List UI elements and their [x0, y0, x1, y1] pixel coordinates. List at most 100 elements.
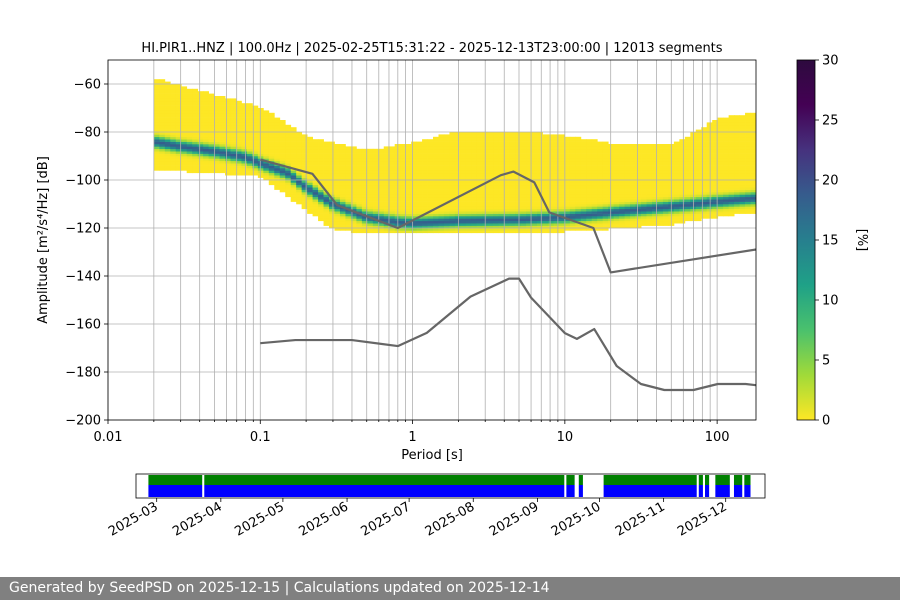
- heatmap-cell: [750, 127, 756, 130]
- heatmap-cell: [318, 208, 324, 212]
- heatmap-cell: [318, 189, 324, 193]
- heatmap-cell: [619, 220, 626, 224]
- heatmap-cell: [279, 151, 286, 154]
- heatmap-cell: [701, 182, 708, 186]
- heatmap-cell: [307, 211, 313, 214]
- heatmap-cell: [170, 165, 177, 169]
- heatmap-cell: [487, 201, 494, 205]
- heatmap-cell: [706, 165, 713, 169]
- heatmap-cell: [208, 144, 215, 147]
- heatmap-cell: [186, 96, 193, 99]
- heatmap-cell: [241, 141, 248, 145]
- heatmap-cell: [471, 218, 478, 222]
- heatmap-cell: [443, 216, 450, 219]
- heatmap-cell: [175, 124, 182, 128]
- heatmap-cell: [268, 120, 275, 123]
- heatmap-cell: [181, 93, 188, 97]
- heatmap-cell: [246, 158, 253, 162]
- heatmap-cell: [290, 187, 297, 190]
- heatmap-cell: [438, 148, 445, 152]
- heatmap-cell: [460, 199, 467, 202]
- heatmap-cell: [153, 168, 160, 171]
- heatmap-cell: [520, 163, 527, 166]
- heatmap-cell: [383, 180, 390, 183]
- heatmap-cell: [427, 220, 434, 224]
- heatmap-cell: [460, 156, 467, 159]
- heatmap-cell: [405, 201, 412, 205]
- heatmap-cell: [515, 170, 522, 174]
- heatmap-cell: [706, 208, 713, 212]
- heatmap-cell: [186, 115, 193, 118]
- heatmap-cell: [662, 180, 669, 183]
- heatmap-cell: [569, 199, 576, 202]
- heatmap-cell: [411, 160, 417, 164]
- heatmap-cell: [356, 220, 363, 224]
- heatmap-cell: [651, 189, 658, 193]
- heatmap-cell: [181, 91, 188, 94]
- heatmap-cell: [356, 180, 363, 183]
- heatmap-cell: [750, 206, 756, 210]
- heatmap-cell: [624, 163, 631, 166]
- heatmap-cell: [197, 122, 204, 126]
- heatmap-cell: [312, 201, 319, 205]
- heatmap-cell: [520, 184, 527, 188]
- heatmap-cell: [263, 139, 270, 142]
- heatmap-cell: [657, 184, 664, 188]
- heatmap-cell: [405, 204, 412, 207]
- heatmap-cell: [498, 148, 505, 152]
- heatmap-cell: [274, 144, 281, 147]
- heatmap-cell: [476, 158, 483, 162]
- heatmap-cell: [608, 184, 615, 188]
- heatmap-cell: [657, 163, 664, 166]
- heatmap-cell: [684, 206, 691, 210]
- heatmap-cell: [460, 196, 467, 200]
- heatmap-cell: [531, 192, 538, 195]
- heatmap-cell: [597, 144, 604, 147]
- heatmap-cell: [203, 163, 209, 166]
- heatmap-cell: [564, 146, 571, 150]
- heatmap-cell: [569, 177, 576, 181]
- heatmap-cell: [411, 196, 417, 200]
- heatmap-cell: [504, 196, 511, 200]
- heatmap-cell: [329, 156, 335, 159]
- heatmap-cell: [356, 151, 363, 154]
- heatmap-cell: [651, 218, 658, 222]
- heatmap-cell: [329, 206, 335, 210]
- heatmap-cell: [438, 223, 445, 226]
- heatmap-cell: [641, 175, 647, 178]
- heatmap-cell: [356, 216, 363, 219]
- heatmap-cell: [279, 120, 286, 123]
- heatmap-cell: [389, 211, 396, 214]
- heatmap-cell: [553, 204, 560, 207]
- heatmap-cell: [181, 124, 188, 128]
- heatmap-cell: [657, 182, 664, 186]
- heatmap-cell: [641, 151, 647, 154]
- heatmap-cell: [246, 103, 253, 106]
- heatmap-cell: [493, 165, 500, 169]
- heatmap-cell: [263, 120, 270, 123]
- heatmap-cell: [580, 172, 587, 176]
- heatmap-cell: [307, 194, 313, 198]
- heatmap-cell: [641, 189, 647, 193]
- heatmap-cell: [558, 151, 565, 154]
- heatmap-cell: [263, 122, 270, 126]
- heatmap-cell: [181, 156, 188, 159]
- heatmap-cell: [504, 141, 511, 145]
- heatmap-cell: [186, 134, 193, 138]
- heatmap-cell: [372, 208, 379, 212]
- heatmap-cell: [159, 108, 166, 111]
- heatmap-cell: [498, 220, 505, 224]
- heatmap-cell: [438, 187, 445, 190]
- heatmap-cell: [241, 132, 248, 135]
- heatmap-cell: [728, 146, 735, 150]
- heatmap-cell: [679, 182, 686, 186]
- heatmap-cell: [257, 122, 264, 126]
- heatmap-cell: [723, 170, 730, 174]
- heatmap-cell: [635, 218, 642, 222]
- heatmap-cell: [257, 165, 264, 169]
- heatmap-cell: [389, 218, 396, 222]
- heatmap-cell: [657, 201, 664, 205]
- heatmap-cell: [537, 216, 543, 219]
- heatmap-cell: [350, 187, 357, 190]
